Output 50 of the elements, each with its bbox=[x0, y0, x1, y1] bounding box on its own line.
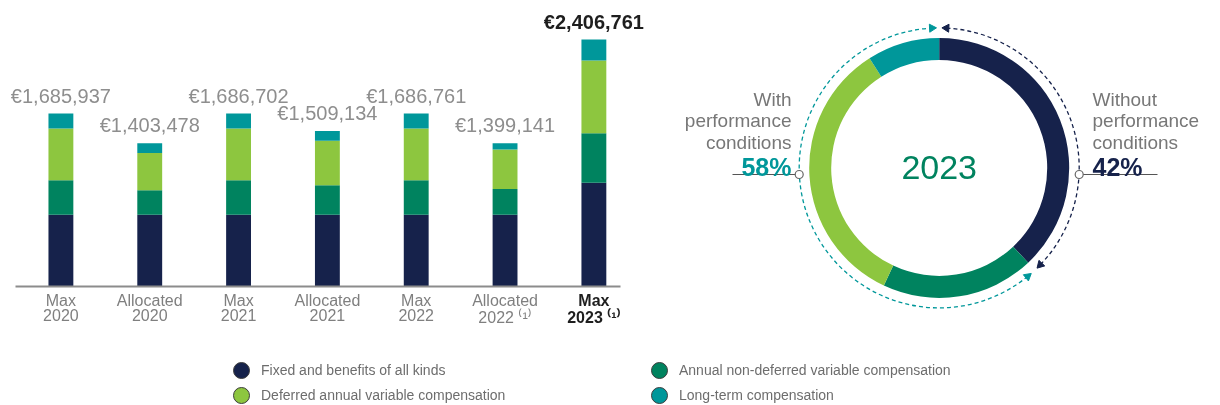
bar bbox=[403, 113, 429, 129]
annotation: €1,685,937 bbox=[10, 84, 111, 107]
x-tick-label: Max 2020 bbox=[43, 291, 79, 324]
bar bbox=[137, 153, 163, 191]
bar bbox=[226, 180, 251, 215]
bar bbox=[137, 214, 163, 287]
annotation: €1,399,141 bbox=[455, 114, 556, 137]
bar bbox=[492, 188, 518, 215]
bar bbox=[314, 185, 340, 215]
x-tick-label: Max 2021 bbox=[220, 291, 257, 324]
legend-label: Long-term compensation bbox=[679, 386, 834, 404]
bar bbox=[581, 39, 607, 61]
bar bbox=[492, 143, 518, 150]
bar bbox=[581, 133, 607, 183]
bar bbox=[48, 214, 74, 287]
bar bbox=[492, 149, 518, 189]
annotation: €1,403,478 bbox=[99, 114, 200, 137]
legend-label: Fixed and benefits of all kinds bbox=[261, 361, 446, 379]
x-tick-label: Allocated 2022 ⁽¹⁾ bbox=[472, 291, 538, 326]
legend-label: Deferred annual variable compensation bbox=[261, 386, 506, 404]
x-tick-label: Allocated 2020 bbox=[116, 291, 183, 324]
bar bbox=[226, 128, 251, 181]
bar bbox=[581, 60, 607, 134]
bar bbox=[403, 214, 429, 287]
x-tick-label: Max 2022 bbox=[398, 291, 435, 324]
bar bbox=[48, 128, 74, 181]
bar bbox=[137, 190, 163, 215]
annotation: €2,406,761 bbox=[543, 10, 644, 33]
text: With performance conditions bbox=[684, 88, 792, 153]
bar bbox=[137, 143, 163, 154]
bar bbox=[403, 180, 429, 215]
text: 58% bbox=[741, 152, 792, 181]
bar bbox=[48, 180, 74, 215]
text: Without performance conditions bbox=[1092, 88, 1200, 153]
x-tick-label: Max 2023 ⁽¹⁾ bbox=[567, 291, 621, 326]
bar bbox=[314, 214, 340, 287]
bar bbox=[403, 128, 429, 181]
bar bbox=[48, 113, 74, 129]
annotation: €1,686,761 bbox=[366, 84, 467, 107]
bar bbox=[492, 214, 518, 287]
bar bbox=[581, 182, 607, 287]
text: 2023 bbox=[901, 148, 978, 187]
bar bbox=[314, 140, 340, 186]
bar bbox=[314, 130, 340, 141]
bar bbox=[226, 113, 251, 129]
bar bbox=[226, 214, 251, 287]
text: 42% bbox=[1092, 152, 1143, 181]
legend-label: Annual non-deferred variable compensation bbox=[679, 361, 951, 379]
x-tick-label: Allocated 2021 bbox=[294, 291, 361, 324]
annotation: €1,686,702 bbox=[188, 84, 289, 107]
